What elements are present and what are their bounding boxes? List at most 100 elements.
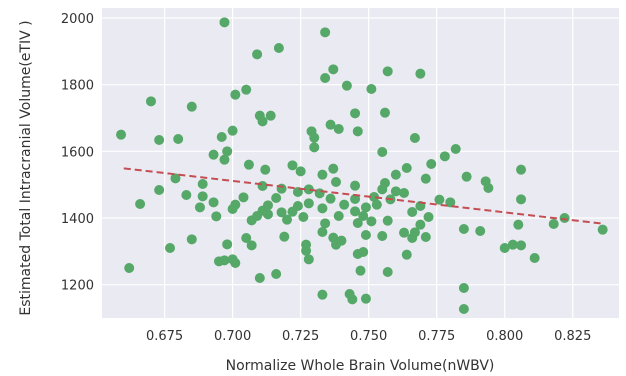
data-point bbox=[228, 204, 238, 214]
data-point bbox=[366, 84, 376, 94]
data-point bbox=[209, 150, 219, 160]
data-point bbox=[350, 108, 360, 118]
data-point bbox=[146, 96, 156, 106]
data-point bbox=[124, 263, 134, 273]
data-point bbox=[361, 230, 371, 240]
data-point bbox=[266, 111, 276, 121]
data-point bbox=[181, 190, 191, 200]
data-point bbox=[209, 197, 219, 207]
x-tick-label: 0.825 bbox=[554, 329, 591, 344]
data-point bbox=[380, 108, 390, 118]
data-point bbox=[475, 226, 485, 236]
data-point bbox=[247, 215, 257, 225]
x-tick-labels: 0.675 0.700 0.725 0.750 0.775 0.800 0.825 bbox=[146, 329, 591, 344]
x-tick-label: 0.775 bbox=[418, 329, 455, 344]
data-point bbox=[320, 218, 330, 228]
y-tick-label: 1800 bbox=[61, 79, 94, 94]
data-point bbox=[116, 130, 126, 140]
data-point bbox=[301, 246, 311, 256]
data-point bbox=[258, 116, 268, 126]
data-point bbox=[434, 195, 444, 205]
data-point bbox=[516, 194, 526, 204]
data-point bbox=[211, 211, 221, 221]
data-point bbox=[309, 142, 319, 152]
data-point bbox=[230, 258, 240, 268]
data-point bbox=[298, 212, 308, 222]
x-tick-label: 0.700 bbox=[214, 329, 251, 344]
data-point bbox=[328, 64, 338, 74]
data-point bbox=[440, 151, 450, 161]
data-point bbox=[282, 215, 292, 225]
y-tick-label: 2000 bbox=[61, 12, 94, 27]
data-point bbox=[347, 294, 357, 304]
data-point bbox=[383, 66, 393, 76]
data-point bbox=[238, 192, 248, 202]
data-point bbox=[399, 228, 409, 238]
data-point bbox=[214, 256, 224, 266]
data-point bbox=[317, 227, 327, 237]
data-point bbox=[598, 225, 608, 235]
data-point bbox=[336, 236, 346, 246]
data-point bbox=[383, 216, 393, 226]
data-point bbox=[462, 172, 472, 182]
data-point bbox=[549, 219, 559, 229]
x-tick-label: 0.750 bbox=[350, 329, 387, 344]
data-point bbox=[513, 220, 523, 230]
data-point bbox=[304, 254, 314, 264]
data-point bbox=[459, 304, 469, 314]
data-point bbox=[187, 102, 197, 112]
data-point bbox=[326, 194, 336, 204]
data-point bbox=[410, 133, 420, 143]
data-point bbox=[165, 243, 175, 253]
data-point bbox=[317, 170, 327, 180]
data-point bbox=[255, 273, 265, 283]
y-tick-label: 1200 bbox=[61, 279, 94, 294]
data-point bbox=[328, 164, 338, 174]
data-point bbox=[361, 294, 371, 304]
data-point bbox=[222, 239, 232, 249]
data-point bbox=[219, 17, 229, 27]
data-point bbox=[304, 198, 314, 208]
data-point bbox=[407, 207, 417, 217]
y-tick-labels: 1200 1400 1600 1800 2000 bbox=[61, 12, 94, 294]
data-point bbox=[187, 234, 197, 244]
x-tick-label: 0.725 bbox=[282, 329, 319, 344]
data-point bbox=[271, 193, 281, 203]
data-point bbox=[366, 216, 376, 226]
data-point bbox=[377, 184, 387, 194]
data-point bbox=[198, 191, 208, 201]
y-tick-label: 1400 bbox=[61, 212, 94, 227]
y-tick-label: 1600 bbox=[61, 145, 94, 160]
data-point bbox=[407, 233, 417, 243]
data-point bbox=[377, 231, 387, 241]
data-point bbox=[252, 49, 262, 59]
data-point bbox=[421, 174, 431, 184]
data-point bbox=[459, 283, 469, 293]
data-point bbox=[173, 134, 183, 144]
data-point bbox=[530, 253, 540, 263]
data-point bbox=[260, 165, 270, 175]
data-point bbox=[154, 135, 164, 145]
y-axis-label: Estimated Total Intracranial Volume(eTIV… bbox=[18, 20, 34, 315]
data-point bbox=[279, 232, 289, 242]
data-point bbox=[402, 250, 412, 260]
data-point bbox=[459, 224, 469, 234]
data-point bbox=[361, 202, 371, 212]
data-point bbox=[258, 181, 268, 191]
data-point bbox=[320, 73, 330, 83]
data-point bbox=[399, 188, 409, 198]
data-point bbox=[424, 212, 434, 222]
data-point bbox=[241, 85, 251, 95]
data-point bbox=[339, 200, 349, 210]
data-point bbox=[372, 200, 382, 210]
data-point bbox=[247, 240, 257, 250]
data-point bbox=[421, 232, 431, 242]
data-point bbox=[483, 183, 493, 193]
data-point bbox=[342, 81, 352, 91]
data-point bbox=[219, 155, 229, 165]
data-point bbox=[195, 202, 205, 212]
data-point bbox=[317, 203, 327, 213]
data-point bbox=[154, 185, 164, 195]
data-point bbox=[331, 177, 341, 187]
